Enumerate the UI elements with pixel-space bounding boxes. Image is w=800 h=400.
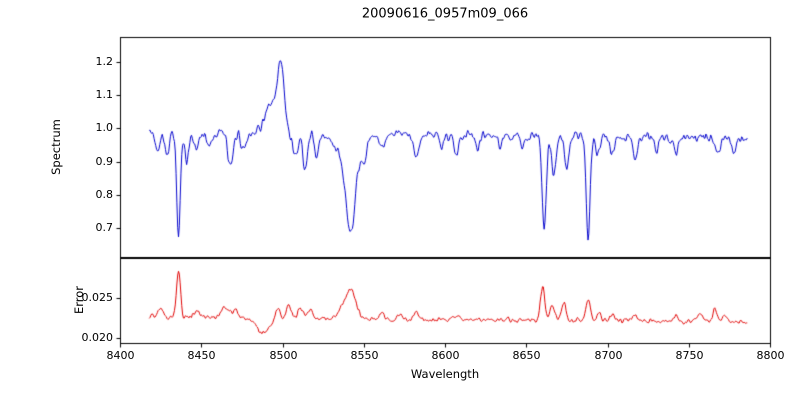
error-y-tick-label: 0.025: [81, 291, 114, 304]
x-tick-label: 8800: [756, 349, 785, 362]
x-tick-label: 8500: [269, 349, 298, 362]
x-tick-label: 8400: [106, 349, 135, 362]
spectrum-y-tick-label: 0.8: [95, 188, 114, 201]
spectrum-y-tick-label: 1.0: [95, 121, 114, 134]
x-tick-label: 8450: [187, 349, 216, 362]
x-tick-label: 8750: [675, 349, 704, 362]
x-axis-label: Wavelength: [410, 367, 480, 381]
x-tick-label: 8550: [350, 349, 379, 362]
error-y-tick-label: 0.020: [81, 331, 114, 344]
spectrum-y-axis-label: Spectrum: [49, 119, 63, 175]
chart-title: 20090616_0957m09_066: [361, 6, 529, 22]
spectrum-y-tick-label: 1.2: [95, 55, 114, 68]
x-tick-label: 8650: [512, 349, 541, 362]
spectrum-y-tick-label: 0.9: [95, 155, 114, 168]
spectrum-y-tick-label: 0.7: [95, 221, 114, 234]
x-tick-label: 8600: [431, 349, 460, 362]
spectrum-y-tick-label: 1.1: [95, 88, 114, 101]
x-tick-label: 8700: [594, 349, 623, 362]
